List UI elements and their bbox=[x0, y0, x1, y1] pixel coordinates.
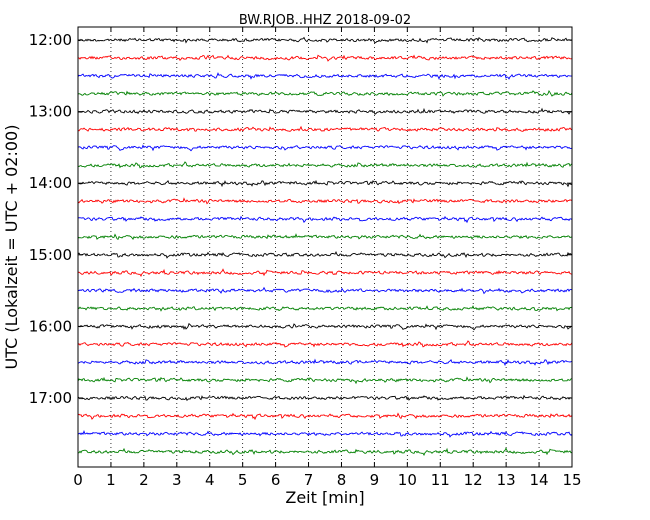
x-tick-label-13: 13 bbox=[497, 471, 516, 489]
grid-lines bbox=[110, 27, 540, 467]
chart-title: BW.RJOB..HHZ 2018-09-02 bbox=[239, 13, 411, 28]
x-axis-label: Zeit [min] bbox=[285, 488, 364, 507]
trace-1300 bbox=[77, 107, 573, 115]
trace-1630 bbox=[77, 358, 573, 367]
trace-1415 bbox=[77, 197, 573, 205]
x-tick-label-4: 4 bbox=[205, 471, 215, 489]
y-axis: 12:00 13:00 14:00 15:00 16:00 17:00 bbox=[29, 31, 572, 407]
x-tick-label-12: 12 bbox=[464, 471, 483, 489]
trace-1330 bbox=[77, 144, 573, 152]
x-tick-label-2: 2 bbox=[139, 471, 149, 489]
y-tick-label-0: 12:00 bbox=[29, 31, 72, 49]
trace-1745 bbox=[77, 447, 573, 456]
trace-1730 bbox=[77, 430, 573, 438]
x-tick-label-14: 14 bbox=[530, 471, 549, 489]
y-tick-label-2: 14:00 bbox=[29, 174, 72, 192]
trace-1545 bbox=[77, 305, 573, 312]
x-tick-label-10: 10 bbox=[398, 471, 417, 489]
trace-1400 bbox=[77, 179, 573, 188]
trace-1345 bbox=[77, 161, 573, 169]
trace-1515 bbox=[77, 268, 573, 277]
x-tick-label-1: 1 bbox=[106, 471, 116, 489]
trace-1645 bbox=[77, 376, 573, 385]
y-tick-label-4: 16:00 bbox=[29, 317, 72, 335]
y-axis-label: UTC (Lokalzeit = UTC + 02:00) bbox=[2, 125, 21, 370]
trace-1245 bbox=[77, 90, 573, 97]
plot-frame bbox=[77, 26, 573, 468]
trace-1230 bbox=[77, 72, 573, 80]
x-tick-label-8: 8 bbox=[337, 471, 347, 489]
x-tick-label-5: 5 bbox=[238, 471, 248, 489]
trace-1500 bbox=[77, 251, 573, 259]
x-tick-label-0: 0 bbox=[73, 471, 83, 489]
x-axis: 0 1 2 3 4 5 6 7 8 9 10 11 12 13 14 15 bbox=[73, 27, 582, 489]
x-tick-label-15: 15 bbox=[562, 471, 581, 489]
trace-1715 bbox=[77, 412, 573, 421]
x-tick-label-7: 7 bbox=[304, 471, 314, 489]
x-tick-label-11: 11 bbox=[431, 471, 450, 489]
trace-1615 bbox=[77, 340, 573, 348]
x-tick-label-6: 6 bbox=[271, 471, 281, 489]
y-tick-label-1: 13:00 bbox=[29, 103, 72, 121]
trace-1215 bbox=[77, 54, 572, 62]
x-tick-label-3: 3 bbox=[172, 471, 182, 489]
trace-1315 bbox=[77, 125, 573, 132]
x-tick-label-9: 9 bbox=[370, 471, 380, 489]
trace-1600 bbox=[77, 322, 573, 331]
trace-1445 bbox=[77, 233, 573, 241]
trace-1530 bbox=[77, 286, 573, 295]
y-tick-label-3: 15:00 bbox=[29, 246, 72, 264]
y-tick-label-5: 17:00 bbox=[29, 389, 72, 407]
trace-1700 bbox=[77, 394, 573, 402]
trace-1430 bbox=[77, 215, 573, 224]
seismic-traces bbox=[77, 36, 573, 456]
trace-1200 bbox=[77, 36, 573, 44]
